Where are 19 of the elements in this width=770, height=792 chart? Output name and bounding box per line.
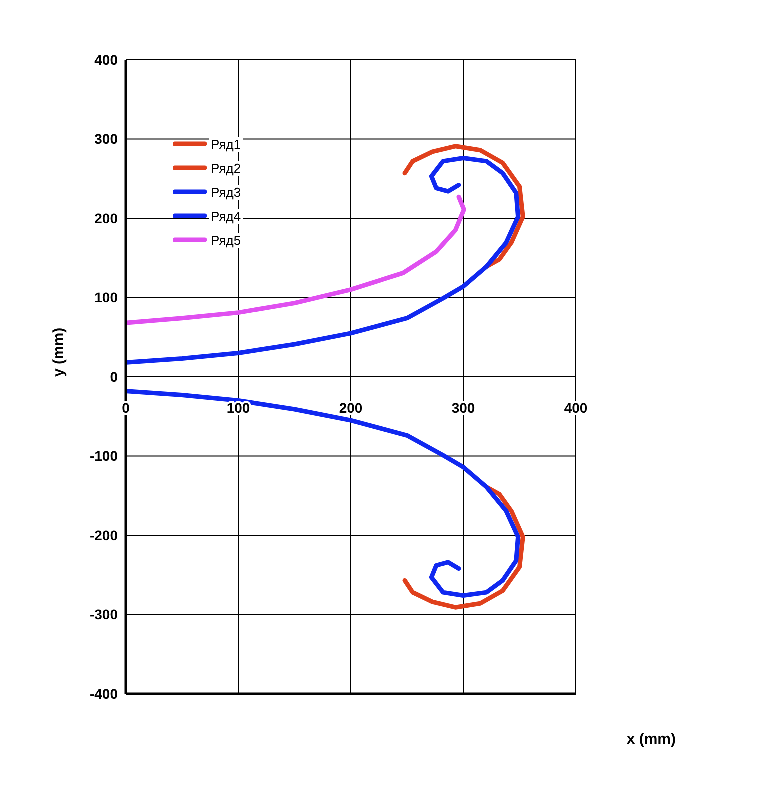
legend-label: Ряд5 xyxy=(209,232,244,248)
line-series xyxy=(126,156,521,365)
line-series xyxy=(402,144,526,270)
legend-label: Ряд3 xyxy=(209,184,244,200)
y-tick-label: -200 xyxy=(90,527,118,544)
y-tick-label: 200 xyxy=(94,210,118,226)
y-axis-title: y (mm) xyxy=(50,328,68,377)
y-tick-label: -100 xyxy=(90,448,118,464)
y-tick-label: 100 xyxy=(94,290,118,306)
legend-label: Ряд1 xyxy=(209,136,244,152)
x-axis-title: x (mm) xyxy=(626,731,676,748)
y-tick-label: 0 xyxy=(110,368,118,385)
legend-label: Ряд2 xyxy=(209,160,244,176)
legend-label: Ряд4 xyxy=(209,208,244,224)
y-tick-label: 300 xyxy=(94,131,118,148)
y-tick-label: 400 xyxy=(94,52,118,68)
y-tick-label: -400 xyxy=(90,686,118,702)
line-series xyxy=(402,484,526,610)
y-tick-label: -300 xyxy=(90,606,118,623)
